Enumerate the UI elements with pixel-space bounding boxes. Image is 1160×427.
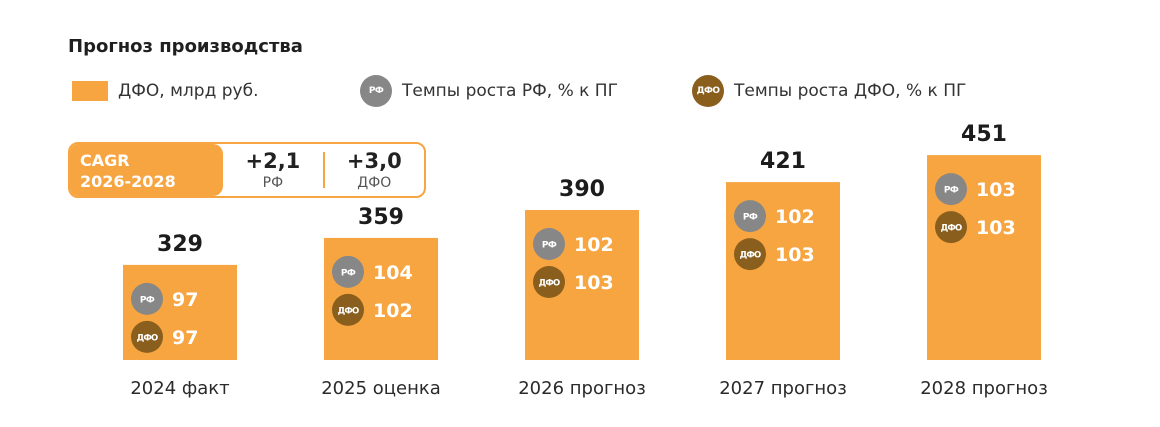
bar-value-label-0: 329 (157, 232, 203, 257)
rf-badge-text-3: РФ (743, 213, 758, 223)
cagr-rf: +2,1 РФ (223, 144, 322, 196)
rf-badge-text-4: РФ (944, 186, 959, 196)
dfo-growth-label-0: 97 (172, 327, 198, 349)
bar-value-label-3: 421 (760, 149, 806, 174)
cagr-rf-label: РФ (262, 175, 284, 191)
dfo-growth-label-4: 103 (976, 217, 1016, 239)
legend-item-dfo-bar: ДФО, млрд руб. (72, 74, 258, 108)
dfo-badge-icon: ДФО (692, 75, 724, 107)
rf-growth-label-2: 102 (574, 234, 614, 256)
cagr-separator (322, 152, 325, 188)
rf-badge-icon: РФ (360, 75, 392, 107)
cagr-label-line1: CAGR (80, 151, 130, 170)
cagr-label-line2: 2026-2028 (80, 172, 176, 191)
dfo-badge-text-3: ДФО (740, 251, 761, 261)
rf-badge-icon-2 (533, 228, 565, 260)
rf-badge-icon-4 (935, 173, 967, 206)
bar-value-label-1: 359 (358, 205, 404, 230)
rf-badge-icon-1 (332, 255, 364, 288)
rf-badge-text-1: РФ (341, 268, 356, 278)
category-label-2: 2026 прогноз (518, 378, 646, 399)
dfo-badge-text-1: ДФО (338, 306, 359, 316)
category-label-1: 2025 оценка (321, 378, 441, 399)
cagr-label: CAGR 2026-2028 (70, 144, 224, 196)
cagr-dfo-value: +3,0 (346, 149, 402, 173)
category-label-3: 2027 прогноз (719, 378, 847, 399)
legend-item-rf-growth: РФ Темпы роста РФ, % к ПГ (360, 74, 618, 108)
rf-growth-label-3: 102 (775, 206, 815, 228)
dfo-badge-icon-1 (332, 293, 364, 326)
dfo-badge-text-2: ДФО (539, 279, 560, 289)
legend-item-dfo-growth: ДФО Темпы роста ДФО, % к ПГ (692, 74, 966, 108)
cagr-dfo: +3,0 ДФО (325, 144, 424, 196)
dfo-badge-icon-4 (935, 211, 967, 244)
cagr-rf-value: +2,1 (245, 149, 301, 173)
dfo-badge-icon-2 (533, 266, 565, 298)
bar-swatch (72, 81, 108, 101)
rf-badge-icon-3 (734, 200, 766, 233)
dfo-badge-text-0: ДФО (137, 333, 158, 343)
rf-badge-text-0: РФ (140, 295, 155, 305)
dfo-badge-text-4: ДФО (941, 224, 962, 234)
legend-label-dfo: Темпы роста ДФО, % к ПГ (734, 81, 967, 101)
cagr-dfo-label: ДФО (357, 175, 392, 191)
category-label-4: 2028 прогноз (920, 378, 1048, 399)
bar-value-label-2: 390 (559, 177, 605, 202)
rf-growth-label-1: 104 (373, 262, 413, 284)
dfo-growth-label-1: 102 (373, 300, 413, 322)
bar-value-label-4: 451 (961, 122, 1007, 147)
rf-badge-icon-0 (131, 282, 163, 315)
dfo-growth-label-2: 103 (574, 272, 614, 294)
legend-label-bar: ДФО, млрд руб. (118, 81, 259, 101)
category-label-0: 2024 факт (130, 378, 229, 399)
dfo-growth-label-3: 103 (775, 244, 815, 266)
cagr-box: CAGR 2026-2028 +2,1 РФ +3,0 ДФО (68, 142, 426, 198)
chart-title: Прогноз производства (68, 36, 303, 57)
dfo-badge-icon-0 (131, 320, 163, 353)
rf-growth-label-0: 97 (172, 289, 198, 311)
rf-badge-text-2: РФ (542, 241, 557, 251)
legend-label-rf: Темпы роста РФ, % к ПГ (402, 81, 618, 101)
dfo-badge-icon-3 (734, 238, 766, 271)
rf-growth-label-4: 103 (976, 179, 1016, 201)
